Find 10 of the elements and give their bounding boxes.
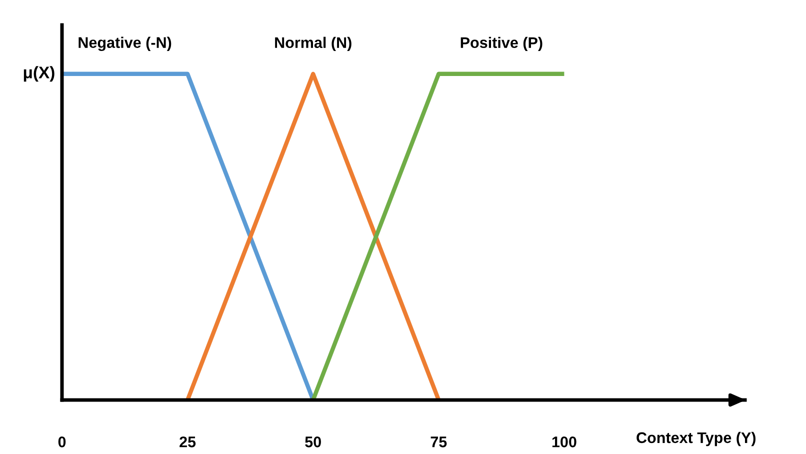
series-label: Negative (-N) bbox=[78, 36, 172, 52]
x-tick-label: 25 bbox=[180, 436, 196, 448]
y-axis-title: μ(X) bbox=[24, 66, 54, 82]
series-label: Normal (N) bbox=[275, 36, 352, 52]
x-tick-label: 0 bbox=[58, 436, 66, 448]
series-label: Positive (P) bbox=[460, 36, 542, 52]
x-axis-title: Context Type (Y) bbox=[636, 432, 756, 446]
x-tick-label: 100 bbox=[552, 436, 576, 448]
x-tick-label: 50 bbox=[305, 436, 321, 448]
x-tick-label: 75 bbox=[430, 436, 447, 448]
